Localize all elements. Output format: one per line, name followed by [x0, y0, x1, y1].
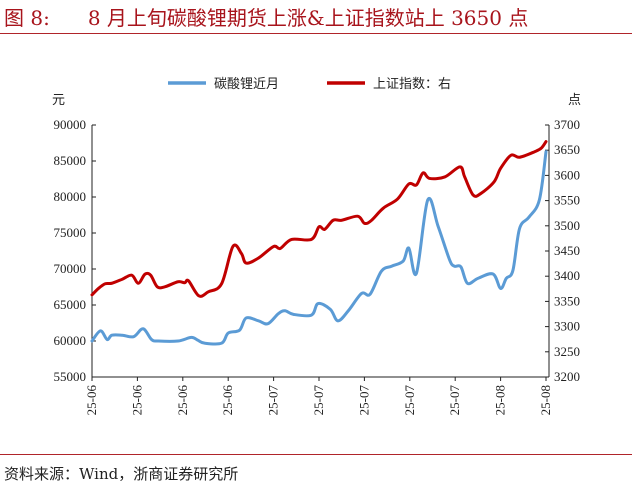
- x-tick-label: 25-06: [175, 385, 190, 416]
- right-tick-label: 3400: [554, 268, 580, 283]
- x-tick-label: 25-07: [402, 385, 417, 416]
- x-tick-label: 25-07: [311, 385, 326, 416]
- left-tick-label: 90000: [54, 117, 87, 132]
- series-line-lithium-carbonate: [90, 150, 548, 346]
- x-tick-label: 25-06: [84, 385, 99, 416]
- x-tick-label: 25-07: [447, 385, 462, 416]
- figure-number: 图 8:: [4, 6, 50, 30]
- figure-title-text: 8 月上旬碳酸锂期货上涨&上证指数站上 3650 点: [87, 6, 529, 30]
- left-tick-label: 60000: [54, 333, 87, 348]
- right-tick-label: 3300: [554, 319, 580, 334]
- left-unit-label: 元: [52, 92, 65, 107]
- chart: 55000 60000 65000 70000 75000 80000 85000 90000…: [52, 76, 581, 416]
- left-tick-label: 80000: [54, 189, 87, 204]
- source-note: 资料来源：Wind，浙商证券研究所: [4, 465, 239, 483]
- right-tick-label: 3600: [554, 167, 580, 182]
- left-tick-label: 70000: [54, 261, 87, 276]
- x-tick-label: 25-08: [493, 385, 508, 415]
- left-tick-label: 65000: [54, 297, 87, 312]
- left-tick-label: 75000: [54, 225, 87, 240]
- right-tick-label: 3200: [554, 369, 580, 384]
- right-tick-label: 3650: [554, 142, 580, 157]
- x-tick-label: 25-07: [356, 385, 371, 416]
- right-tick-label: 3550: [554, 193, 580, 208]
- left-tick-label: 55000: [54, 369, 87, 384]
- right-tick-label: 3350: [554, 293, 580, 308]
- right-tick-label: 3450: [554, 243, 580, 258]
- right-tick-label: 3250: [554, 344, 580, 359]
- x-tick-label: 25-06: [220, 385, 235, 416]
- x-tick-label: 25-07: [266, 385, 281, 416]
- title-rule: [0, 33, 632, 34]
- figure-title: 图 8: 8 月上旬碳酸锂期货上涨&上证指数站上 3650 点: [4, 2, 528, 31]
- right-unit-label: 点: [568, 92, 581, 107]
- footer-rule: [0, 454, 632, 455]
- x-tick-label: 25-06: [129, 385, 144, 416]
- x-tick-label: 25-08: [538, 385, 553, 415]
- right-tick-label: 3500: [554, 218, 580, 233]
- series-line-sse-index: [90, 140, 548, 298]
- legend-label: 上证指数：右: [373, 76, 451, 91]
- left-tick-label: 85000: [54, 153, 87, 168]
- right-tick-label: 3700: [554, 117, 580, 132]
- legend-label: 碳酸锂近月: [214, 76, 279, 91]
